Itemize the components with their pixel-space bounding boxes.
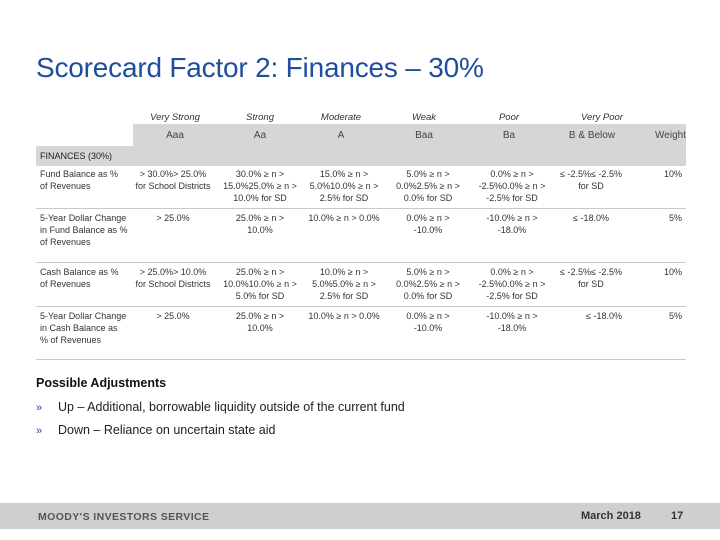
adjustment-text: Up – Additional, borrowable liquidity ou… <box>58 400 405 414</box>
table-cell: 0.0% ≥ n > -10.0% <box>406 311 450 333</box>
table-cell: 30.0% ≥ n > 15.0%25.0% ≥ n > 10.0% for S… <box>223 169 297 203</box>
table-cell: > 25.0%> 10.0% for School Districts <box>135 267 211 289</box>
weight-header: Weight <box>655 130 686 141</box>
table-cell: 25.0% ≥ n > 10.0%10.0% ≥ n > 5.0% for SD <box>223 267 297 301</box>
table-cell: ≤ -18.0% <box>586 311 622 321</box>
table-row: Cash Balance as % of Revenues > 25.0%> 1… <box>36 264 686 307</box>
row-label: 5-Year Dollar Change in Fund Balance as … <box>40 213 128 247</box>
table-cell: 0.0% ≥ n > -2.5%0.0% ≥ n > -2.5% for SD <box>478 169 546 203</box>
row-label: Cash Balance as % of Revenues <box>40 267 119 289</box>
rating-label: Very Strong <box>150 112 200 123</box>
weight-cell: 5% <box>668 311 682 321</box>
page-number: 17 <box>671 510 684 522</box>
rating-label: Moderate <box>320 112 362 123</box>
table-row: 5-Year Dollar Change in Cash Balance as … <box>36 308 686 360</box>
page-title: Scorecard Factor 2: Finances – 30% <box>36 52 484 83</box>
table-cell: -10.0% ≥ n > -18.0% <box>486 213 538 235</box>
weight-cell: 10% <box>663 169 682 179</box>
brand-logo: MOODY'S INVESTORS SERVICE <box>38 511 210 523</box>
table-row: 5-Year Dollar Change in Fund Balance as … <box>36 210 686 263</box>
table-cell: > 30.0%> 25.0% for School Districts <box>135 169 211 191</box>
table-cell: 0.0% ≥ n > -10.0% <box>406 213 450 235</box>
grade-label: Aa <box>253 130 267 141</box>
table-cell: 5.0% ≥ n > 0.0%2.5% ≥ n > 0.0% for SD <box>396 267 460 301</box>
section-label: FINANCES (30%) <box>40 151 113 161</box>
table-cell: ≤ -2.5%≤ -2.5% for SD <box>560 169 622 191</box>
adjustment-item-down: » Down – Reliance on uncertain state aid <box>36 423 276 437</box>
row-label: Fund Balance as % of Revenues <box>40 169 119 191</box>
grade-label: Baa <box>415 130 433 141</box>
table-cell: 10.0% ≥ n > 5.0%5.0% ≥ n > 2.5% for SD <box>312 267 376 301</box>
table-cell: ≤ -18.0% <box>573 213 609 223</box>
grade-label: Aaa <box>166 130 184 141</box>
adjustment-item-up: » Up – Additional, borrowable liquidity o… <box>36 400 405 414</box>
table-cell: > 25.0% <box>156 213 190 223</box>
bullet-marker: » <box>36 425 43 437</box>
footer-date: March 2018 <box>581 510 641 522</box>
table-cell: > 25.0% <box>156 311 190 321</box>
weight-cell: 5% <box>668 213 682 223</box>
table-row: Fund Balance as % of Revenues > 30.0%> 2… <box>36 166 686 209</box>
table-cell: -10.0% ≥ n > -18.0% <box>486 311 538 333</box>
rating-label: Strong <box>246 112 274 123</box>
row-label: 5-Year Dollar Change in Cash Balance as … <box>40 311 127 345</box>
table-cell: 15.0% ≥ n > 5.0%10.0% ≥ n > 2.5% for SD <box>309 169 379 203</box>
bullet-marker: » <box>36 402 43 414</box>
table-cell: ≤ -2.5%≤ -2.5% for SD <box>560 267 622 289</box>
rating-label: Very Poor <box>581 112 623 123</box>
footer-bar: MOODY'S INVESTORS SERVICE March 2018 17 <box>0 503 720 529</box>
grade-label: B & Below <box>568 130 616 141</box>
adjustment-text: Down – Reliance on uncertain state aid <box>58 423 276 437</box>
table-cell: 25.0% ≥ n > 10.0% <box>235 213 285 235</box>
table-cell: 0.0% ≥ n > -2.5%0.0% ≥ n > -2.5% for SD <box>478 267 546 301</box>
rating-scale: Very Strong Strong Moderate Weak Poor Ve… <box>0 112 720 124</box>
grade-label: A <box>337 130 345 141</box>
rating-label: Poor <box>498 112 520 123</box>
table-cell: 25.0% ≥ n > 10.0% <box>235 311 285 333</box>
grade-header: Aaa Aa A Baa Ba B & Below Weight <box>133 124 686 146</box>
grade-label: Ba <box>502 130 516 141</box>
rating-label: Weak <box>411 112 437 123</box>
table-cell: 5.0% ≥ n > 0.0%2.5% ≥ n > 0.0% for SD <box>396 169 460 203</box>
section-header: FINANCES (30%) <box>36 146 686 166</box>
weight-cell: 10% <box>663 267 682 277</box>
table-cell: 10.0% ≥ n > 0.0% <box>308 213 380 223</box>
adjustments-title: Possible Adjustments <box>36 376 167 390</box>
table-cell: 10.0% ≥ n > 0.0% <box>308 311 380 321</box>
